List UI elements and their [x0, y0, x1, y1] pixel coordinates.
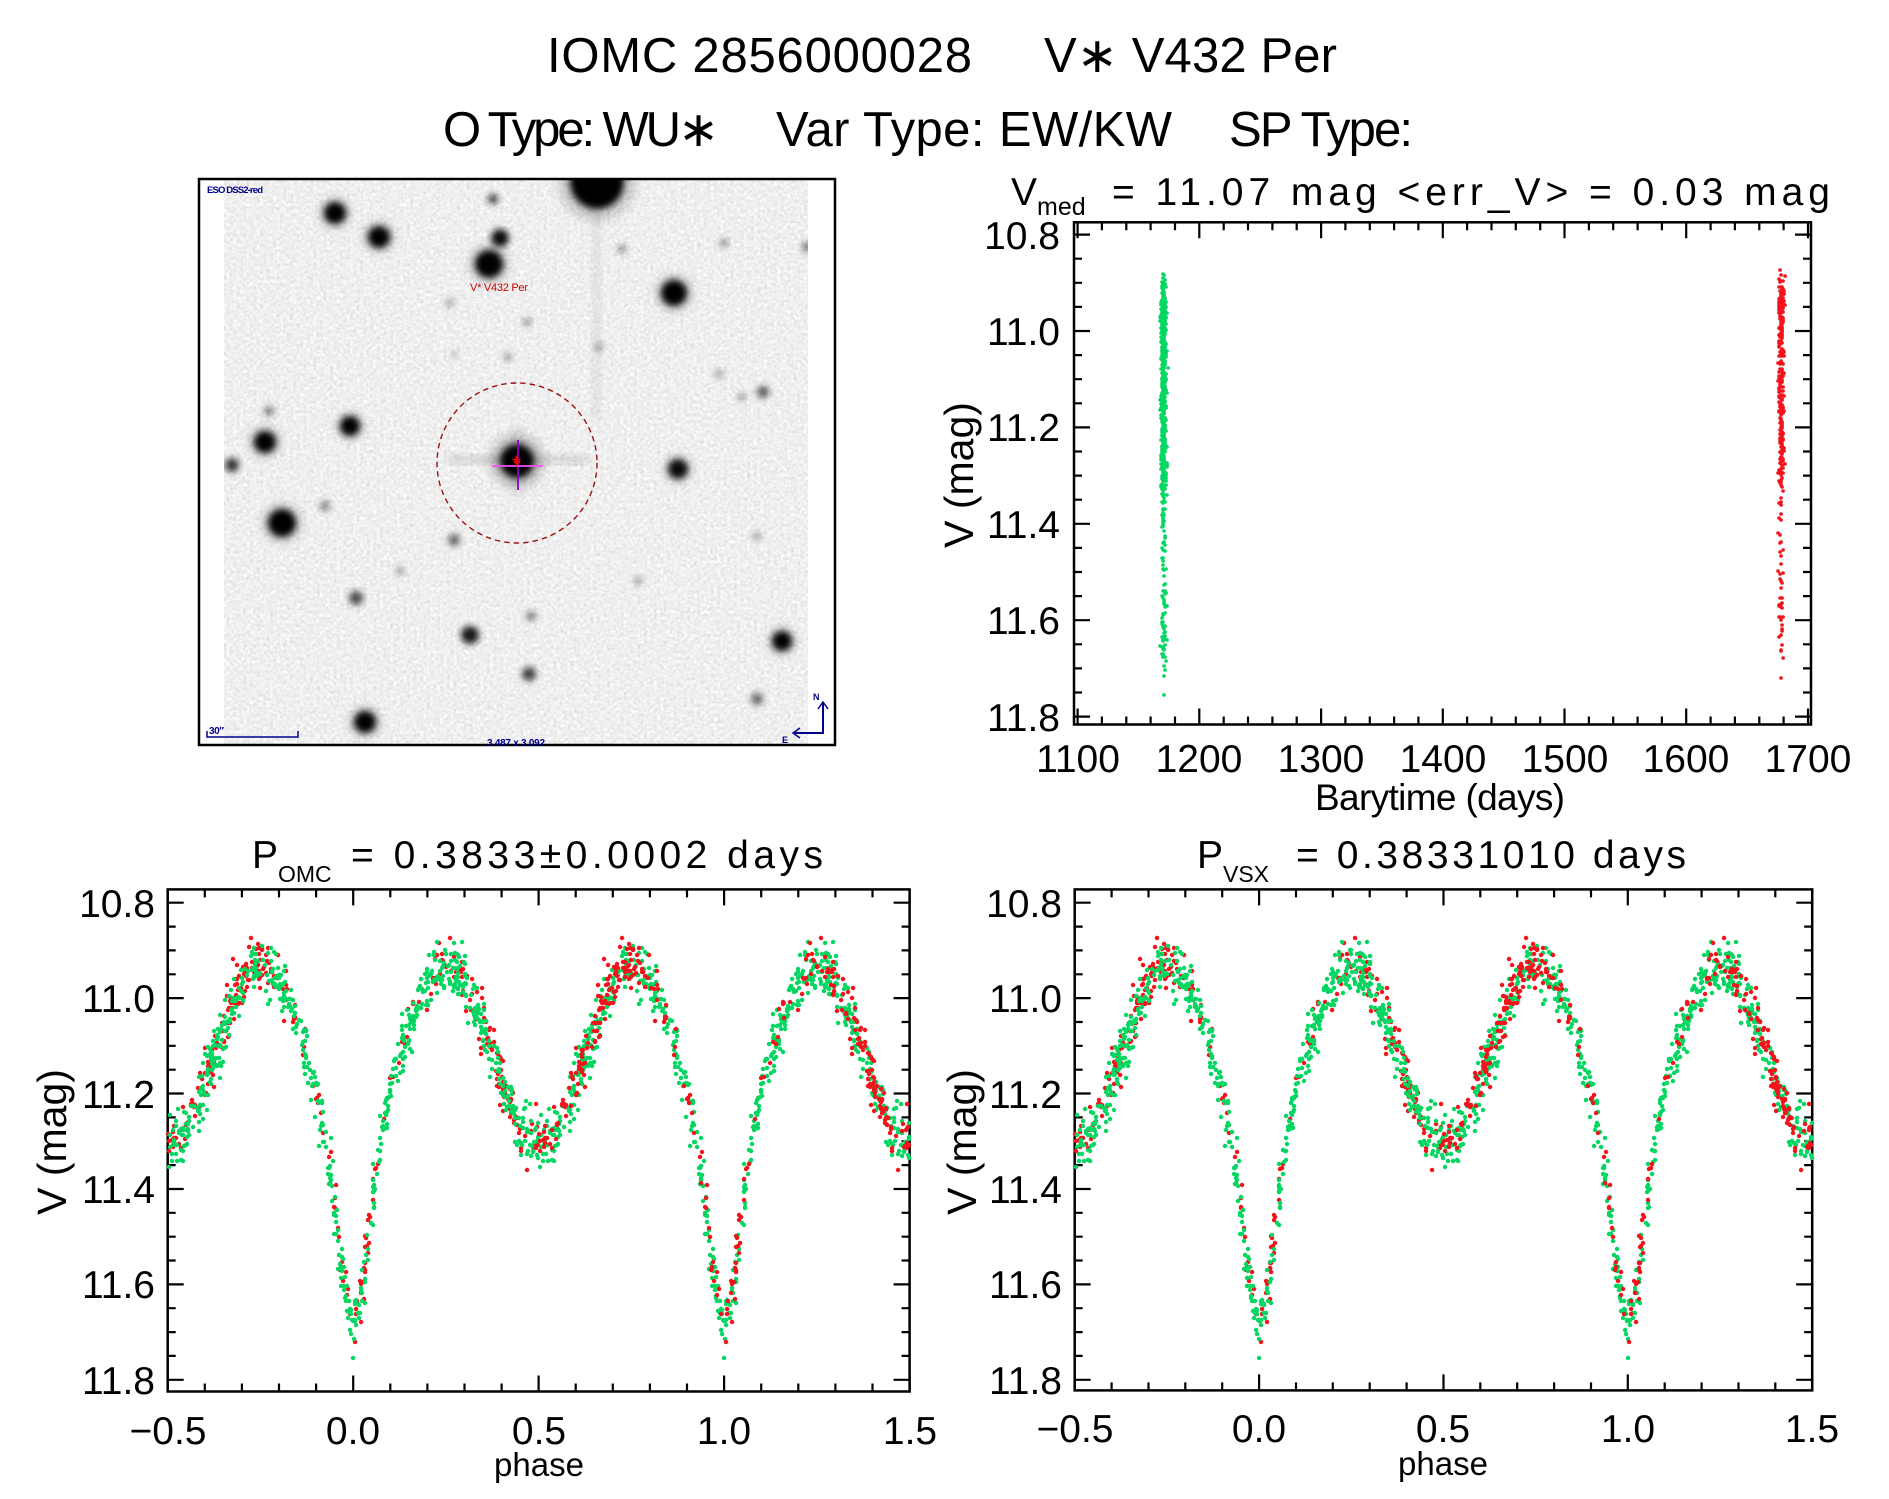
svg-text:1300: 1300: [1278, 738, 1365, 781]
svg-text:11.0: 11.0: [989, 978, 1062, 1021]
svg-text:0.5: 0.5: [1416, 1408, 1470, 1451]
svg-text:N: N: [813, 692, 820, 702]
svg-text:11.2: 11.2: [987, 407, 1060, 450]
svg-text:Var Type: EW/KW: Var Type: EW/KW: [776, 103, 1173, 157]
svg-text:11.8: 11.8: [989, 1360, 1062, 1403]
svg-text:10.8: 10.8: [984, 215, 1060, 258]
svg-text:VSX: VSX: [1223, 861, 1269, 887]
svg-text:phase: phase: [1398, 1445, 1488, 1482]
svg-text:= 0.38331010 days: = 0.38331010 days: [1296, 834, 1686, 877]
svg-text:0.0: 0.0: [326, 1410, 380, 1453]
svg-text:11.6: 11.6: [987, 600, 1060, 643]
svg-text:−0.5: −0.5: [1037, 1408, 1114, 1451]
svg-text:V* V432 Per: V* V432 Per: [470, 282, 528, 294]
svg-text:1700: 1700: [1765, 738, 1852, 781]
svg-text:O Type: WU∗: O Type: WU∗: [443, 103, 719, 157]
svg-text:11.4: 11.4: [987, 504, 1060, 547]
svg-text:P: P: [252, 834, 278, 877]
svg-text:11.8: 11.8: [82, 1360, 155, 1403]
svg-text:1100: 1100: [1036, 738, 1120, 781]
svg-text:V∗ V432 Per: V∗ V432 Per: [1044, 29, 1337, 83]
svg-text:IOMC 2856000028: IOMC 2856000028: [547, 29, 972, 83]
svg-text:1.0: 1.0: [1601, 1408, 1655, 1451]
svg-text:11.2: 11.2: [989, 1074, 1062, 1117]
svg-text:0.0: 0.0: [1232, 1408, 1286, 1451]
svg-text:11.2: 11.2: [82, 1074, 155, 1117]
svg-text:E: E: [782, 735, 788, 745]
svg-text:phase: phase: [494, 1446, 584, 1483]
svg-text:P: P: [1197, 834, 1223, 877]
svg-text:1.5: 1.5: [1785, 1408, 1839, 1451]
svg-text:1500: 1500: [1522, 738, 1609, 781]
svg-text:10.8: 10.8: [986, 883, 1062, 926]
svg-text:30″: 30″: [209, 726, 224, 737]
svg-text:11.0: 11.0: [82, 978, 155, 1021]
svg-text:11.0: 11.0: [987, 311, 1060, 354]
svg-text:V: V: [1011, 171, 1037, 214]
svg-text:= 0.3833±0.0002 days: = 0.3833±0.0002 days: [351, 834, 823, 877]
svg-text:Barytime (days): Barytime (days): [1315, 777, 1565, 818]
svg-text:0.5: 0.5: [512, 1410, 566, 1453]
svg-text:−0.5: −0.5: [130, 1410, 207, 1453]
svg-text:11.6: 11.6: [989, 1264, 1062, 1307]
svg-text:1.5: 1.5: [883, 1410, 937, 1453]
svg-text:11.4: 11.4: [82, 1169, 155, 1212]
svg-text:1600: 1600: [1643, 738, 1730, 781]
svg-text:1400: 1400: [1400, 738, 1487, 781]
svg-text:11.6: 11.6: [82, 1264, 155, 1307]
svg-text:1200: 1200: [1156, 738, 1243, 781]
svg-text:11.8: 11.8: [987, 697, 1060, 740]
svg-text:V (mag): V (mag): [936, 402, 982, 548]
svg-text:V (mag): V (mag): [939, 1069, 985, 1215]
svg-text:med: med: [1037, 193, 1086, 221]
svg-text:10.8: 10.8: [79, 883, 155, 926]
svg-text:ESO DSS2-red: ESO DSS2-red: [207, 185, 263, 196]
svg-text:= 11.07 mag <err_V> = 0.03 mag: = 11.07 mag <err_V> = 0.03 mag: [1112, 171, 1830, 214]
svg-text:11.4: 11.4: [989, 1169, 1062, 1212]
svg-text:1.0: 1.0: [697, 1410, 751, 1453]
svg-text:3.487 x 3.092: 3.487 x 3.092: [487, 738, 545, 749]
svg-text:V (mag): V (mag): [29, 1069, 75, 1215]
svg-text:OMC: OMC: [278, 861, 332, 887]
svg-text:SP Type:: SP Type:: [1229, 103, 1413, 157]
